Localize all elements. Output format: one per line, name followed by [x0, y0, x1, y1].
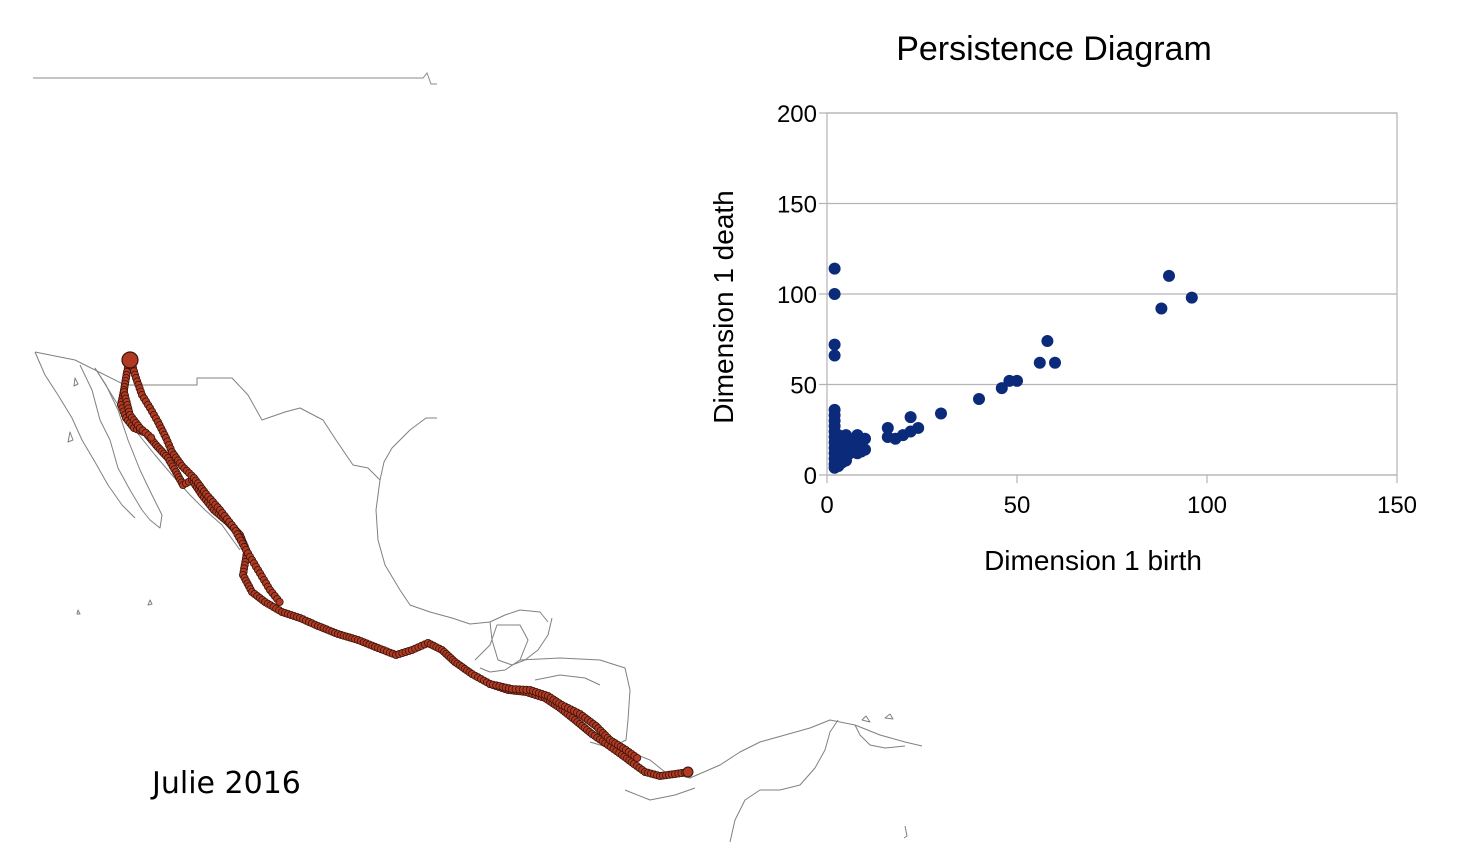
track-end-point: [682, 766, 694, 778]
x-axis-ticks: 0 50 100 150: [820, 475, 1417, 519]
hurricane-track-map: Julie 2016: [33, 71, 923, 843]
y-axis-ticks: 0 50 100 150 200: [777, 101, 817, 490]
data-point: [1041, 335, 1054, 348]
chart-title: Persistence Diagram: [896, 30, 1212, 68]
data-point: [859, 432, 871, 445]
plot-area-frame: [826, 112, 1398, 476]
data-point: [1011, 374, 1023, 387]
data-point: [1163, 269, 1175, 282]
y-axis-label: Dimension 1 death: [708, 190, 739, 423]
map-borders: [34, 351, 923, 843]
y-tick-label: 200: [777, 101, 817, 128]
y-tick-label: 0: [804, 463, 817, 490]
hurricane-track: [117, 351, 694, 781]
data-point: [1185, 291, 1198, 304]
chart-gridlines: [819, 112, 1397, 476]
data-point: [1049, 356, 1061, 369]
data-point: [973, 392, 985, 405]
persistence-diagram-chart: Persistence Diagram 0 50 100 150 200 0 50 100 1…: [708, 30, 1417, 576]
y-tick-label: 150: [777, 192, 817, 219]
x-tick-label: 150: [1377, 492, 1417, 519]
x-tick-label: 0: [820, 492, 833, 519]
data-point: [904, 411, 917, 424]
data-point: [912, 421, 925, 434]
map-top-rule: [33, 71, 437, 85]
track-point: [633, 754, 642, 763]
scatter-points: [828, 262, 1198, 474]
map-caption: Julie 2016: [150, 766, 301, 801]
track-point: [147, 433, 156, 442]
data-point: [828, 288, 841, 300]
data-point: [859, 443, 871, 456]
data-point: [881, 421, 894, 434]
data-point: [1155, 302, 1168, 315]
data-point: [1033, 356, 1046, 369]
data-point: [828, 262, 841, 275]
track-origin-point: [121, 351, 139, 369]
data-point: [995, 382, 1008, 395]
y-tick-label: 50: [790, 373, 817, 400]
data-point: [935, 407, 947, 420]
x-tick-label: 50: [1004, 492, 1031, 519]
data-point: [828, 338, 841, 351]
data-point: [828, 349, 841, 362]
x-tick-label: 100: [1187, 492, 1227, 519]
y-tick-label: 100: [777, 282, 817, 309]
track-point: [275, 598, 284, 607]
x-axis-label: Dimension 1 birth: [984, 545, 1202, 576]
